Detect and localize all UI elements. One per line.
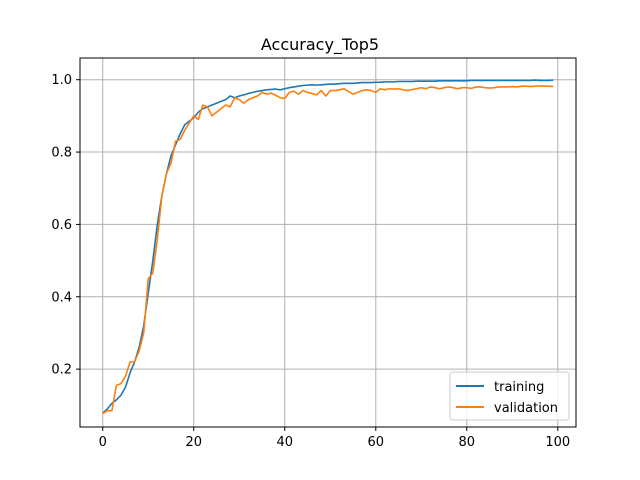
series-line-training [102,79,554,414]
x-tick-label: 60 [368,435,385,450]
x-tick-label: 0 [99,435,107,450]
y-tick-label: 0.8 [51,146,72,161]
x-tick-label: 20 [185,435,202,450]
tick-layer: 0 20 40 60 80 100 0.2 0.4 0.6 0.8 1.0 [51,73,570,450]
x-tick-label: 80 [459,435,476,450]
chart-title: Accuracy_Top5 [261,35,379,55]
y-tick-label: 0.4 [51,290,72,305]
x-tick-label: 100 [545,435,570,450]
series-line-validation [102,85,554,415]
legend-label-validation: validation [494,401,558,416]
y-tick-label: 0.2 [51,363,72,378]
y-tick-label: 0.6 [51,218,72,233]
y-tick-label: 1.0 [51,73,72,88]
plot-frame [79,57,577,428]
legend-label-training: training [494,380,544,395]
x-tick-label: 40 [276,435,293,450]
series-layer [102,79,554,415]
legend: training validation [449,371,570,421]
